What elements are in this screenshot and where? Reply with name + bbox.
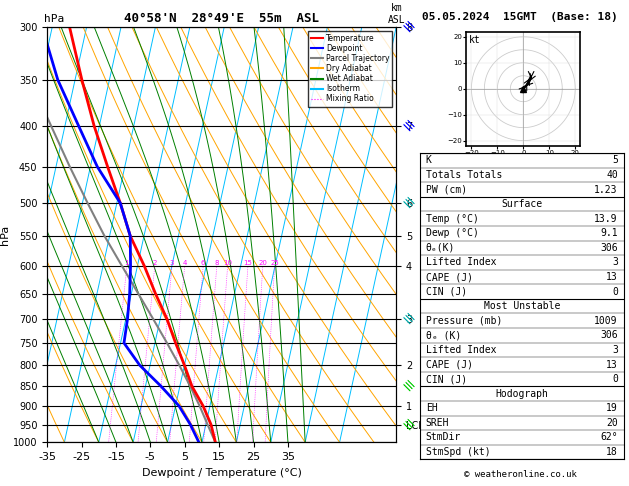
Text: 05.05.2024  15GMT  (Base: 18): 05.05.2024 15GMT (Base: 18)	[422, 12, 618, 22]
Text: 0: 0	[612, 287, 618, 296]
Text: ≡: ≡	[398, 376, 418, 396]
Text: 3: 3	[170, 260, 174, 266]
Text: EH: EH	[426, 403, 437, 413]
Text: ≡: ≡	[398, 17, 418, 36]
Text: 3: 3	[612, 345, 618, 355]
Text: kt: kt	[469, 35, 481, 45]
Text: 40: 40	[606, 170, 618, 180]
Text: 2: 2	[153, 260, 157, 266]
Text: 15: 15	[243, 260, 252, 266]
Text: 3: 3	[612, 258, 618, 267]
Text: 62°: 62°	[600, 433, 618, 442]
Text: 13.9: 13.9	[594, 214, 618, 224]
Text: θₑ (K): θₑ (K)	[426, 330, 461, 340]
Text: CAPE (J): CAPE (J)	[426, 360, 472, 369]
Text: ≡: ≡	[398, 310, 418, 329]
Text: Most Unstable: Most Unstable	[484, 301, 560, 311]
Text: hPa: hPa	[44, 14, 64, 24]
Text: Temp (°C): Temp (°C)	[426, 214, 479, 224]
Text: 10: 10	[223, 260, 232, 266]
Legend: Temperature, Dewpoint, Parcel Trajectory, Dry Adiabat, Wet Adiabat, Isotherm, Mi: Temperature, Dewpoint, Parcel Trajectory…	[308, 31, 392, 106]
Text: 18: 18	[606, 447, 618, 457]
Text: Dewp (°C): Dewp (°C)	[426, 228, 479, 238]
Text: CIN (J): CIN (J)	[426, 374, 467, 384]
Text: 5: 5	[612, 156, 618, 165]
Text: 1: 1	[125, 260, 129, 266]
Text: 6: 6	[201, 260, 206, 266]
Text: 13: 13	[606, 272, 618, 282]
Text: θₑ(K): θₑ(K)	[426, 243, 455, 253]
Text: ≡: ≡	[398, 193, 418, 213]
Text: © weatheronline.co.uk: © weatheronline.co.uk	[464, 469, 577, 479]
Text: Lifted Index: Lifted Index	[426, 258, 496, 267]
Text: Surface: Surface	[501, 199, 542, 209]
Text: 1.23: 1.23	[594, 185, 618, 194]
Text: 13: 13	[606, 360, 618, 369]
Text: Totals Totals: Totals Totals	[426, 170, 502, 180]
Text: 8: 8	[214, 260, 219, 266]
X-axis label: Dewpoint / Temperature (°C): Dewpoint / Temperature (°C)	[142, 468, 302, 478]
Y-axis label: hPa: hPa	[0, 225, 10, 244]
Text: SREH: SREH	[426, 418, 449, 428]
Text: 9.1: 9.1	[600, 228, 618, 238]
Text: CAPE (J): CAPE (J)	[426, 272, 472, 282]
Text: K: K	[426, 156, 431, 165]
Text: 19: 19	[606, 403, 618, 413]
Text: CIN (J): CIN (J)	[426, 287, 467, 296]
Text: Pressure (mb): Pressure (mb)	[426, 316, 502, 326]
Text: StmSpd (kt): StmSpd (kt)	[426, 447, 490, 457]
Text: ≡: ≡	[398, 415, 418, 434]
Text: Lifted Index: Lifted Index	[426, 345, 496, 355]
Text: 0: 0	[612, 374, 618, 384]
Text: PW (cm): PW (cm)	[426, 185, 467, 194]
Text: 306: 306	[600, 243, 618, 253]
Text: 306: 306	[600, 330, 618, 340]
Text: Hodograph: Hodograph	[495, 389, 548, 399]
Text: 25: 25	[270, 260, 279, 266]
Text: 20: 20	[606, 418, 618, 428]
Text: ≡: ≡	[398, 116, 418, 136]
Text: 20: 20	[259, 260, 267, 266]
Text: 1009: 1009	[594, 316, 618, 326]
Text: 40°58'N  28°49'E  55m  ASL: 40°58'N 28°49'E 55m ASL	[124, 12, 320, 25]
Y-axis label: Mixing Ratio (g/kg): Mixing Ratio (g/kg)	[435, 189, 445, 280]
Text: km
ASL: km ASL	[387, 3, 405, 25]
Text: 4: 4	[182, 260, 187, 266]
Text: StmDir: StmDir	[426, 433, 461, 442]
